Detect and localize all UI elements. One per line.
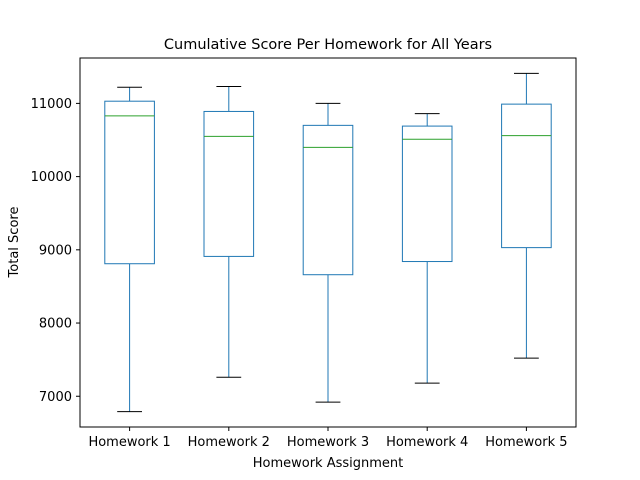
box-1 (104, 86, 155, 413)
y-tick-label: 11000 (31, 97, 72, 112)
box-iqr (302, 124, 354, 276)
x-axis-label: Homework Assignment (253, 456, 404, 471)
box-3 (302, 102, 354, 403)
x-tick-label: Homework 3 (287, 435, 369, 450)
x-axis: Homework 1 Homework 2 Homework 3 Homework 4… (88, 427, 568, 450)
x-tick-label: Homework 1 (88, 435, 170, 450)
x-tick-label: Homework 5 (485, 435, 567, 450)
box-5 (501, 72, 552, 359)
x-tick-label: Homework 2 (188, 435, 270, 450)
chart-title: Cumulative Score Per Homework for All Ye… (164, 37, 492, 53)
box-iqr (401, 125, 453, 263)
box-iqr (501, 103, 552, 249)
box-2 (203, 86, 255, 378)
plot-content (104, 72, 552, 413)
box-iqr (104, 100, 155, 265)
y-tick-label: 10000 (31, 170, 72, 185)
y-axis: 7000 8000 9000 10000 11000 (31, 97, 80, 405)
box-iqr (203, 110, 255, 257)
y-tick-label: 8000 (39, 317, 72, 332)
y-tick-label: 7000 (39, 390, 72, 405)
box-4 (401, 113, 453, 384)
y-axis-label: Total Score (7, 207, 22, 279)
x-tick-label: Homework 4 (386, 435, 468, 450)
y-tick-label: 9000 (39, 243, 72, 258)
